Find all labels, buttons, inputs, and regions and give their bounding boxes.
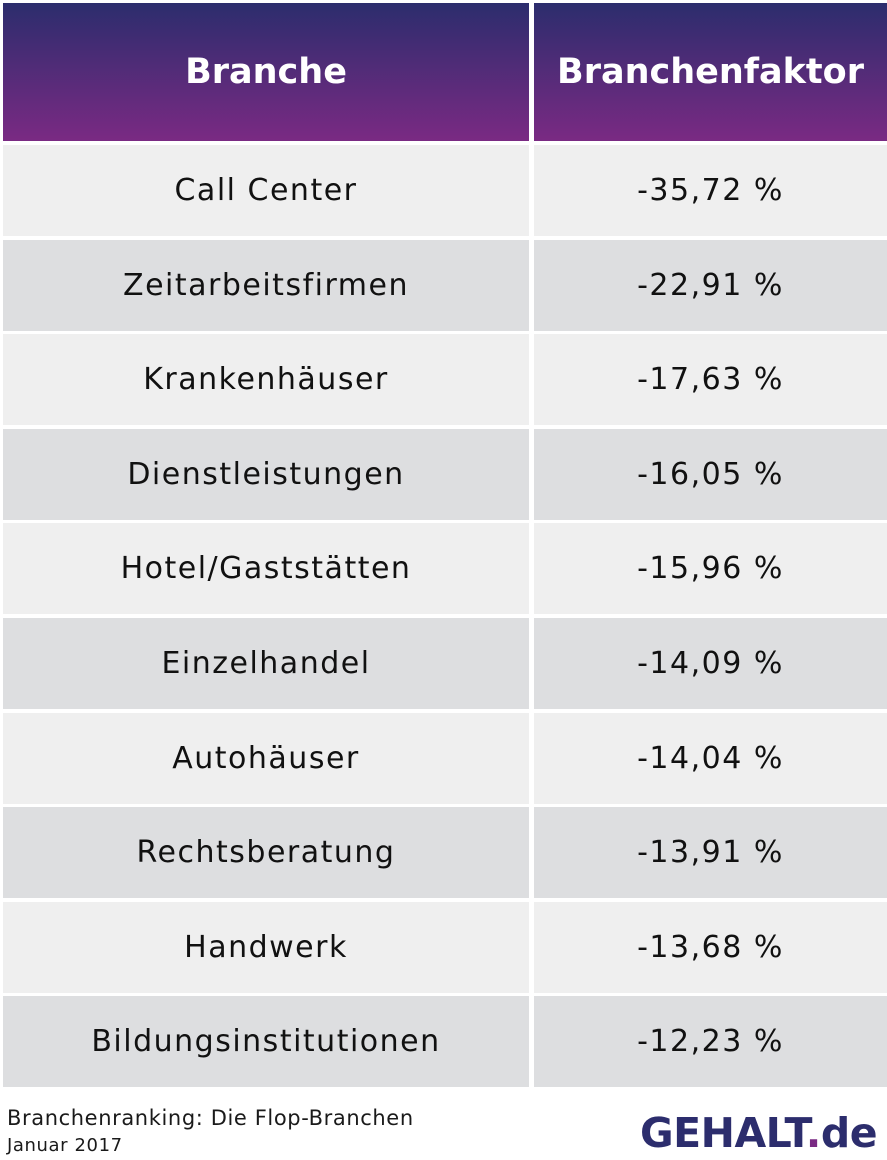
footer-date: Januar 2017 [7, 1135, 123, 1156]
column-header-branchenfaktor: Branchenfaktor [534, 3, 887, 141]
branche-cell: Call Center [3, 145, 529, 236]
table-row: Dienstleistungen -16,05 % [0, 429, 887, 520]
column-header-branche: Branche [3, 3, 529, 141]
branchenfaktor-cell: -17,63 % [534, 334, 887, 425]
table-row: Rechtsberatung -13,91 % [0, 807, 887, 898]
table-row: Hotel/Gaststätten -15,96 % [0, 523, 887, 614]
branche-cell: Bildungsinstitutionen [3, 996, 529, 1087]
table-row: Zeitarbeitsfirmen -22,91 % [0, 240, 887, 331]
table-row: Einzelhandel -14,09 % [0, 618, 887, 709]
branchenfaktor-cell: -13,91 % [534, 807, 887, 898]
branchenfaktor-cell: -14,09 % [534, 618, 887, 709]
branche-cell: Dienstleistungen [3, 429, 529, 520]
branchenfaktor-cell: -14,04 % [534, 713, 887, 804]
branche-cell: Rechtsberatung [3, 807, 529, 898]
branchenfaktor-cell: -15,96 % [534, 523, 887, 614]
logo-tld-text: de [820, 1109, 878, 1157]
branche-cell: Autohäuser [3, 713, 529, 804]
branche-cell: Einzelhandel [3, 618, 529, 709]
logo-dot: . [805, 1109, 822, 1157]
branche-cell: Hotel/Gaststätten [3, 523, 529, 614]
branche-cell: Zeitarbeitsfirmen [3, 240, 529, 331]
table-row: Call Center -35,72 % [0, 145, 887, 236]
gehalt-logo: GEHALT.de [639, 1108, 878, 1158]
branchenfaktor-cell: -22,91 % [534, 240, 887, 331]
branche-cell: Krankenhäuser [3, 334, 529, 425]
footer-caption: Branchenranking: Die Flop-Branchen [7, 1106, 414, 1130]
table-row: Handwerk -13,68 % [0, 902, 887, 993]
table-row: Krankenhäuser -17,63 % [0, 334, 887, 425]
branchenfaktor-cell: -35,72 % [534, 145, 887, 236]
table-row: Autohäuser -14,04 % [0, 713, 887, 804]
branchenfaktor-cell: -13,68 % [534, 902, 887, 993]
logo-main-text: GEHALT [639, 1109, 806, 1157]
branchenfaktor-cell: -16,05 % [534, 429, 887, 520]
branche-cell: Handwerk [3, 902, 529, 993]
branchenfaktor-cell: -12,23 % [534, 996, 887, 1087]
table-row: Bildungsinstitutionen -12,23 % [0, 996, 887, 1087]
